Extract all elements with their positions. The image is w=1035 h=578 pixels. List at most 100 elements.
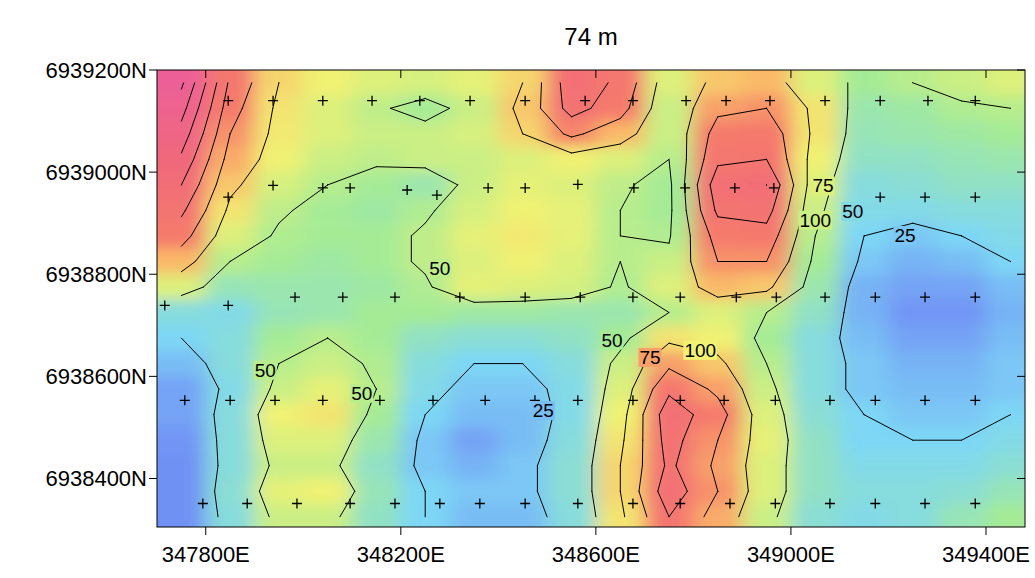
cell (450, 453, 499, 479)
cell (986, 453, 1025, 479)
cell (645, 402, 694, 428)
cell (888, 274, 937, 300)
cell (498, 504, 547, 527)
data-point (290, 292, 300, 302)
data-point (367, 96, 377, 106)
cell (206, 402, 255, 428)
data-point (345, 499, 355, 509)
data-point (721, 96, 731, 106)
data-point (629, 183, 639, 193)
cell (303, 478, 352, 504)
data-point (223, 192, 233, 202)
cell (791, 274, 840, 300)
cell (840, 198, 889, 224)
cell (986, 325, 1025, 351)
cell (986, 249, 1025, 275)
cell (596, 147, 645, 173)
cell (645, 453, 694, 479)
cell (791, 121, 840, 147)
cell (986, 96, 1025, 122)
cell (352, 274, 401, 300)
cell (937, 96, 986, 122)
cell (937, 172, 986, 198)
contour-label: 100 (799, 210, 831, 231)
cell (255, 249, 304, 275)
data-point (402, 185, 412, 195)
cell (986, 300, 1025, 326)
cell (693, 147, 742, 173)
cell (401, 223, 450, 249)
contour-label: 25 (533, 400, 554, 421)
label-patch (428, 259, 451, 278)
cell (352, 96, 401, 122)
x-tick (400, 527, 401, 535)
cell (401, 376, 450, 402)
cell (693, 504, 742, 527)
cell (303, 351, 352, 377)
contour-line (181, 83, 766, 185)
cell (450, 325, 499, 351)
cell (596, 172, 645, 198)
cell (547, 274, 596, 300)
data-point (268, 180, 278, 190)
cell (255, 121, 304, 147)
label-patch (350, 384, 373, 403)
cell (157, 478, 206, 504)
x-tick-label: 349400E (942, 542, 1030, 567)
cell (645, 70, 694, 96)
cell (596, 325, 645, 351)
cell (791, 249, 840, 275)
data-point (719, 395, 729, 405)
cell (937, 478, 986, 504)
cell (450, 249, 499, 275)
cell (791, 504, 840, 527)
data-point (628, 499, 638, 509)
cell (986, 121, 1025, 147)
data-point (375, 395, 385, 405)
cell (645, 376, 694, 402)
data-point (770, 499, 780, 509)
cell (303, 96, 352, 122)
cell (498, 198, 547, 224)
cell (352, 70, 401, 96)
cell (303, 402, 352, 428)
y-tick (149, 70, 157, 71)
cell (547, 427, 596, 453)
cell (401, 427, 450, 453)
data-point (970, 395, 980, 405)
cell (888, 376, 937, 402)
cell (157, 121, 206, 147)
cell (742, 223, 791, 249)
data-point (769, 183, 779, 193)
label-patch (841, 202, 864, 221)
data-point (480, 395, 490, 405)
cell (937, 351, 986, 377)
cell (742, 70, 791, 96)
contour-labels: 505025505075100100755025 (254, 175, 917, 421)
cell (498, 223, 547, 249)
cell (937, 453, 986, 479)
cell (401, 147, 450, 173)
cell (596, 300, 645, 326)
cell (498, 147, 547, 173)
cell (255, 453, 304, 479)
y-tick (149, 274, 157, 275)
data-point (573, 179, 583, 189)
cell (547, 172, 596, 198)
data-point (920, 395, 930, 405)
cell (791, 427, 840, 453)
cell (206, 70, 255, 96)
data-point (520, 499, 530, 509)
contour-label: 75 (639, 347, 660, 368)
cell (547, 223, 596, 249)
cell (450, 96, 499, 122)
y-tick-right (1017, 70, 1025, 71)
cell (547, 376, 596, 402)
data-point (180, 395, 190, 405)
cell (645, 274, 694, 300)
cell (450, 121, 499, 147)
data-point (223, 300, 233, 310)
cell (206, 198, 255, 224)
y-tick-label: 6939000N (45, 160, 147, 185)
cell (450, 427, 499, 453)
